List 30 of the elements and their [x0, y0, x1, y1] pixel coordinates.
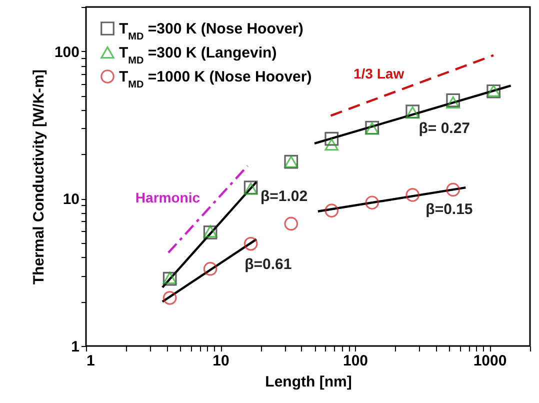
series-label: 1/3 Law [354, 65, 404, 82]
legend-label: T$_{MD}$ =300 K (Langevin) [119, 44, 277, 66]
point [446, 96, 460, 109]
point [365, 196, 380, 210]
x-tick-label: 10 [212, 352, 230, 370]
annotation: β=1.02 [260, 188, 308, 205]
point [162, 291, 177, 305]
point [324, 204, 339, 218]
y-tick-label: 100 [54, 44, 80, 61]
annotation: β=0.61 [244, 256, 292, 273]
legend-label: T$_{MD}$ =300 K (Nose Hoover) [119, 20, 304, 42]
point [324, 132, 339, 146]
x-tick-label: 1 [86, 352, 95, 370]
point [446, 182, 460, 197]
annotation: β= 0.27 [418, 120, 470, 137]
point [203, 262, 218, 276]
point [324, 138, 339, 151]
x-tick-label: 100 [342, 352, 368, 370]
y-tick-label: 1 [71, 338, 80, 356]
legend-label: T$_{MD}$ =1000 K (Nose Hoover) [119, 68, 312, 90]
x-tick-label: 1000 [473, 352, 507, 370]
point [244, 236, 258, 251]
y-axis-title: Thermal Conductivity [W/K-m] [30, 69, 48, 285]
point [284, 216, 298, 231]
y-tick-label: 10 [62, 191, 80, 208]
annotation: β=0.15 [426, 200, 473, 218]
series-label: Harmonic [135, 189, 200, 206]
x-axis-title: Length [nm] [265, 374, 352, 390]
point [446, 93, 460, 108]
point [406, 188, 420, 202]
